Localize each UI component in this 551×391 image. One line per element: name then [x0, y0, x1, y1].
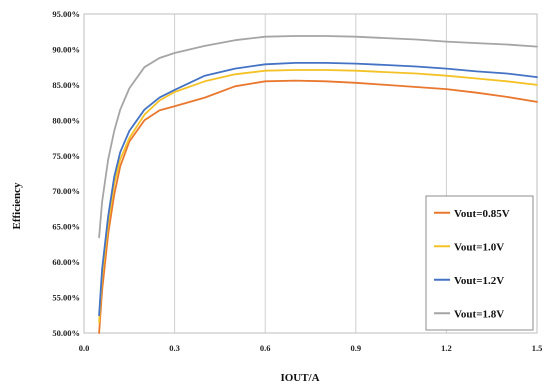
legend-label: Vout=1.8V [454, 308, 504, 320]
y-tick-label: 65.00% [52, 222, 80, 232]
legend-label: Vout=1.2V [454, 275, 504, 287]
y-tick-label: 80.00% [52, 115, 80, 125]
legend-label: Vout=0.85V [454, 208, 510, 220]
series-line-3 [98, 62, 538, 317]
plot-frame [83, 13, 538, 334]
series-line-4 [98, 35, 538, 239]
y-tick-label: 70.00% [52, 186, 80, 196]
vertical-gridlines [174, 14, 447, 333]
y-tick-label: 50.00% [52, 328, 80, 338]
series-line-2 [98, 69, 538, 324]
y-tick-label: 60.00% [52, 257, 80, 267]
x-axis-title: IOUT/A [280, 372, 319, 384]
x-tick-label: 0.0 [79, 343, 90, 353]
x-tick-label: 0.6 [260, 343, 271, 353]
y-tick-label: 85.00% [52, 80, 80, 90]
plot-border [83, 13, 538, 334]
y-tick-label: 95.00% [52, 9, 80, 19]
y-tick-label: 90.00% [52, 44, 80, 54]
x-tick-labels: 0.0 0.3 0.6 0.9 1.2 1.5 [79, 343, 543, 353]
y-tick-label: 55.00% [52, 293, 80, 303]
x-tick-label: 1.2 [441, 343, 452, 353]
x-tick-label: 0.3 [169, 343, 180, 353]
series-line-1 [98, 79, 538, 334]
series-lines [98, 35, 538, 334]
y-axis-title: Efficiency [11, 182, 23, 230]
legend-label: Vout=1.0V [454, 241, 504, 253]
x-tick-label: 0.9 [350, 343, 361, 353]
legend: Vout=0.85V Vout=1.0V Vout=1.2V Vout=1.8V [425, 195, 534, 331]
y-tick-labels: 50.00% 55.00% 60.00% 65.00% 70.00% 75.00% 80.0… [52, 9, 80, 338]
x-tick-label: 1.5 [532, 343, 543, 353]
legend-box [425, 195, 534, 331]
y-tick-label: 75.00% [52, 151, 80, 161]
